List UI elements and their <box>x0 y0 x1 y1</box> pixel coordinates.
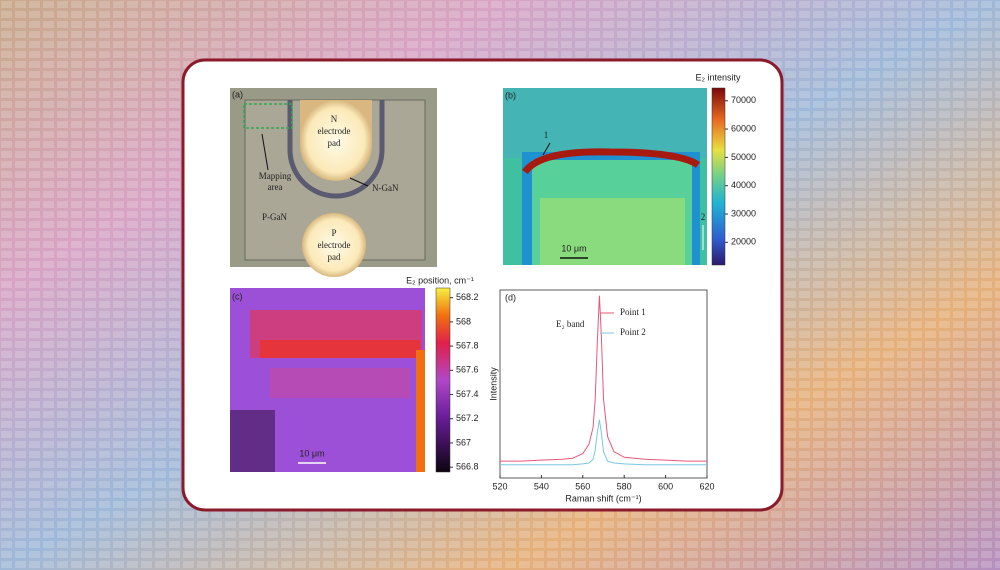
panel-a: (a) N electrode pad P electrode pad Mapp… <box>230 88 437 277</box>
scale-bar-label: 10 μm <box>299 448 324 458</box>
heatmap-region <box>230 410 275 472</box>
annotation: Mapping <box>259 171 292 181</box>
n-gan-ring <box>287 100 385 199</box>
x-tick-label: 600 <box>658 481 673 491</box>
arrow <box>542 142 551 156</box>
pad-label: N <box>331 114 338 124</box>
panel-label: (d) <box>505 292 516 302</box>
annotation: N-GaN <box>372 183 399 193</box>
heatmap-region <box>540 198 685 265</box>
colorbar-tick-label: 30000 <box>731 208 756 218</box>
x-tick-label: 620 <box>699 481 714 491</box>
annotation: E₂ band <box>556 319 585 329</box>
x-tick-label: 560 <box>575 481 590 491</box>
colorbar-label: E₂ position, cm⁻¹ <box>406 275 474 285</box>
colorbar <box>711 87 726 266</box>
arrow <box>261 133 269 171</box>
colorbar-tick-label: 40000 <box>731 180 756 190</box>
pad-label: electrode <box>318 126 351 136</box>
panel-label: (c) <box>232 291 243 301</box>
y-axis-label: Intensity <box>488 367 498 401</box>
colorbar-tick-label: 70000 <box>731 95 756 105</box>
heatmap-region <box>260 340 420 358</box>
colorbar <box>435 287 451 473</box>
heatmap-edge <box>522 148 701 175</box>
annotation: area <box>268 182 283 192</box>
legend-label: Point 1 <box>620 307 646 317</box>
x-tick-label: 540 <box>534 481 549 491</box>
pad-label: P <box>331 228 336 238</box>
heatmap-c <box>230 287 451 473</box>
colorbar-tick-label: 567.6 <box>456 365 479 375</box>
heatmap-region <box>416 350 425 472</box>
colorbar-tick-label: 567.2 <box>456 413 479 423</box>
legend-label: Point 2 <box>620 327 646 337</box>
colorbar-tick-label: 60000 <box>731 123 756 133</box>
heatmap-b <box>503 87 726 266</box>
colorbar-tick-label: 20000 <box>731 237 756 247</box>
colorbar-tick-label: 50000 <box>731 152 756 162</box>
p-pad <box>302 213 366 277</box>
heatmap-region <box>270 368 410 398</box>
pad-label: electrode <box>318 240 351 250</box>
panel-label: (b) <box>505 90 516 100</box>
colorbar-tick-label: 567.4 <box>456 389 479 399</box>
annotation: 1 <box>544 130 549 140</box>
mapping-box <box>243 103 293 129</box>
plot-frame <box>499 289 708 479</box>
colorbar-tick-label: 566.8 <box>456 462 479 472</box>
colorbar-tick-label: 568 <box>456 316 471 326</box>
colorbar-label: E₂ intensity <box>695 72 741 82</box>
colorbar-tick-label: 568.2 <box>456 292 479 302</box>
x-tick-label: 520 <box>492 481 507 491</box>
line <box>500 419 707 466</box>
heatmap-region <box>503 88 707 158</box>
colorbar-tick-label: 567.8 <box>456 340 479 350</box>
colorbar-tick-label: 567 <box>456 437 471 447</box>
arrow <box>349 177 369 187</box>
annotation: P-GaN <box>262 212 287 222</box>
panel-label: (a) <box>232 89 243 99</box>
x-tick-label: 580 <box>617 481 632 491</box>
n-pad <box>300 100 372 181</box>
annotation: 2 <box>701 212 706 222</box>
x-axis-label: Raman shift (cm⁻¹) <box>565 493 641 503</box>
line <box>500 295 707 462</box>
pad-label: pad <box>328 252 341 262</box>
pad-label: pad <box>328 138 341 148</box>
scale-bar-label: 10 μm <box>561 243 586 253</box>
